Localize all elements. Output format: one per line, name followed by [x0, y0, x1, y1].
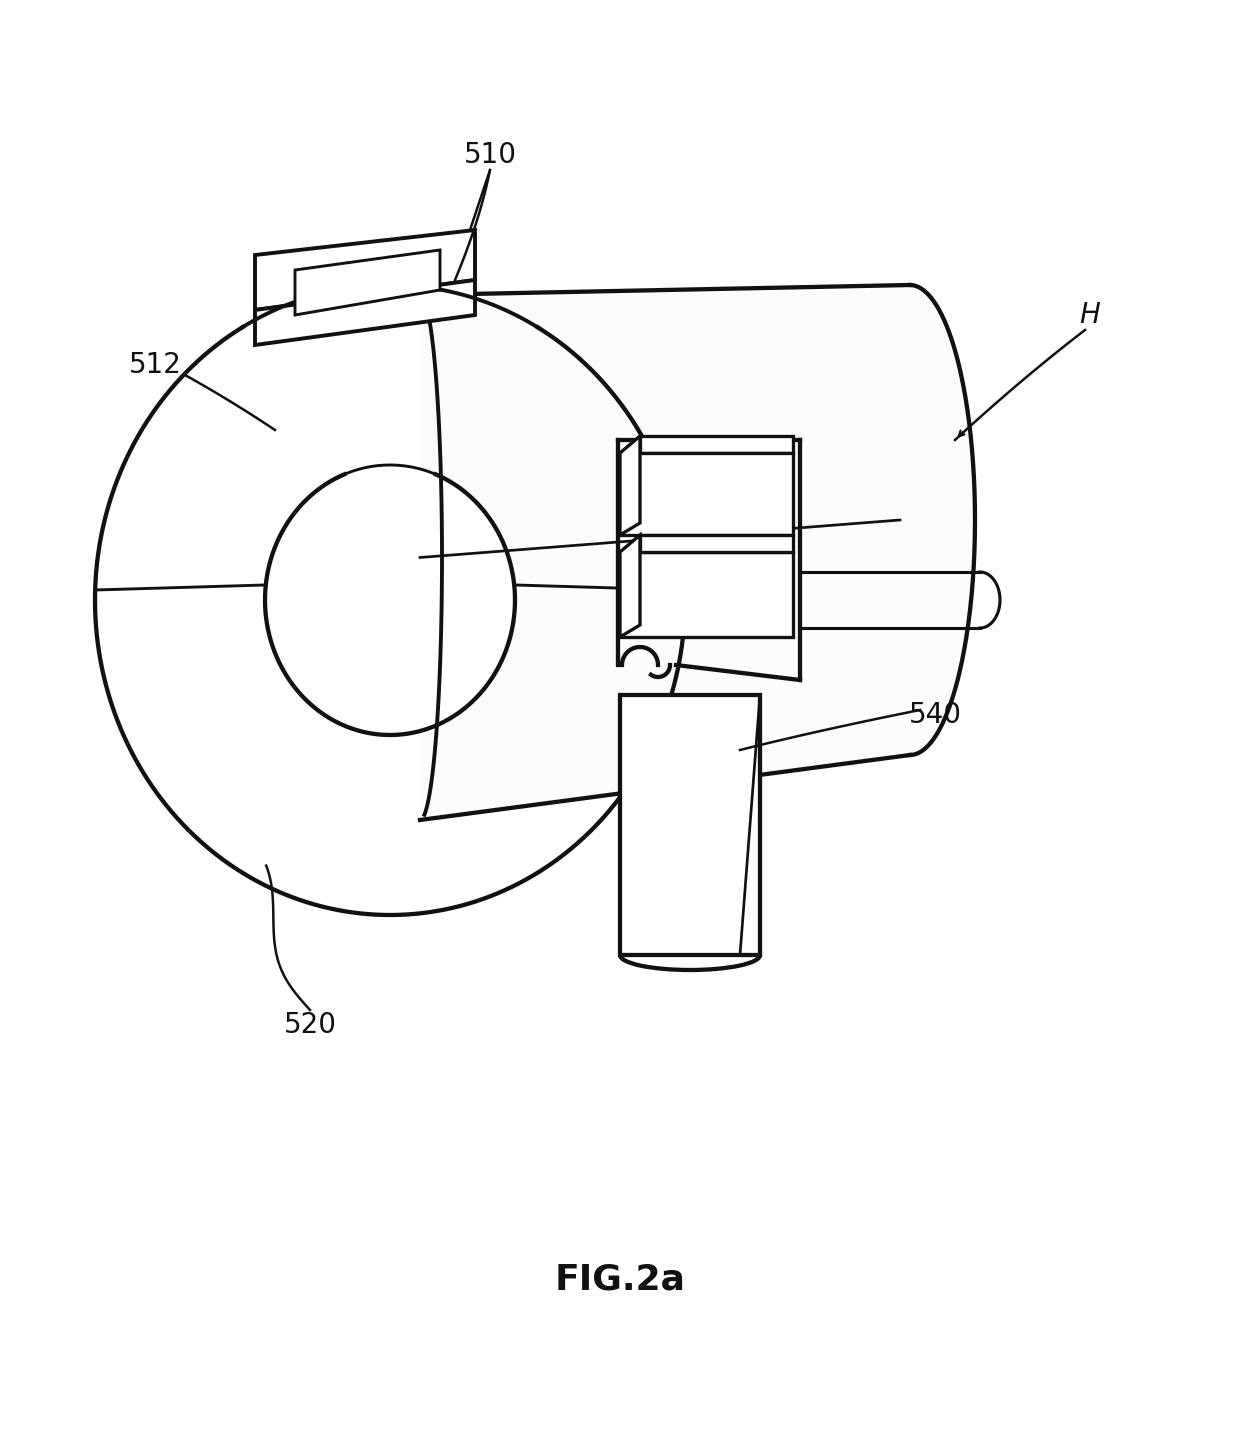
Text: 520: 520: [284, 1011, 336, 1039]
Text: 540: 540: [909, 701, 961, 729]
Text: 510: 510: [464, 141, 517, 170]
Polygon shape: [265, 465, 515, 735]
Text: H: H: [1080, 301, 1100, 329]
Text: FIG.2a: FIG.2a: [554, 1264, 686, 1297]
Polygon shape: [255, 230, 475, 310]
Polygon shape: [620, 535, 640, 638]
Polygon shape: [620, 552, 794, 638]
Polygon shape: [420, 285, 975, 820]
Polygon shape: [640, 436, 794, 454]
Polygon shape: [620, 696, 760, 955]
Polygon shape: [620, 454, 794, 535]
Polygon shape: [95, 285, 684, 914]
Polygon shape: [295, 251, 440, 314]
Polygon shape: [420, 285, 975, 820]
Text: 512: 512: [129, 351, 181, 380]
Polygon shape: [620, 436, 640, 535]
Polygon shape: [640, 535, 794, 552]
Polygon shape: [255, 280, 475, 345]
